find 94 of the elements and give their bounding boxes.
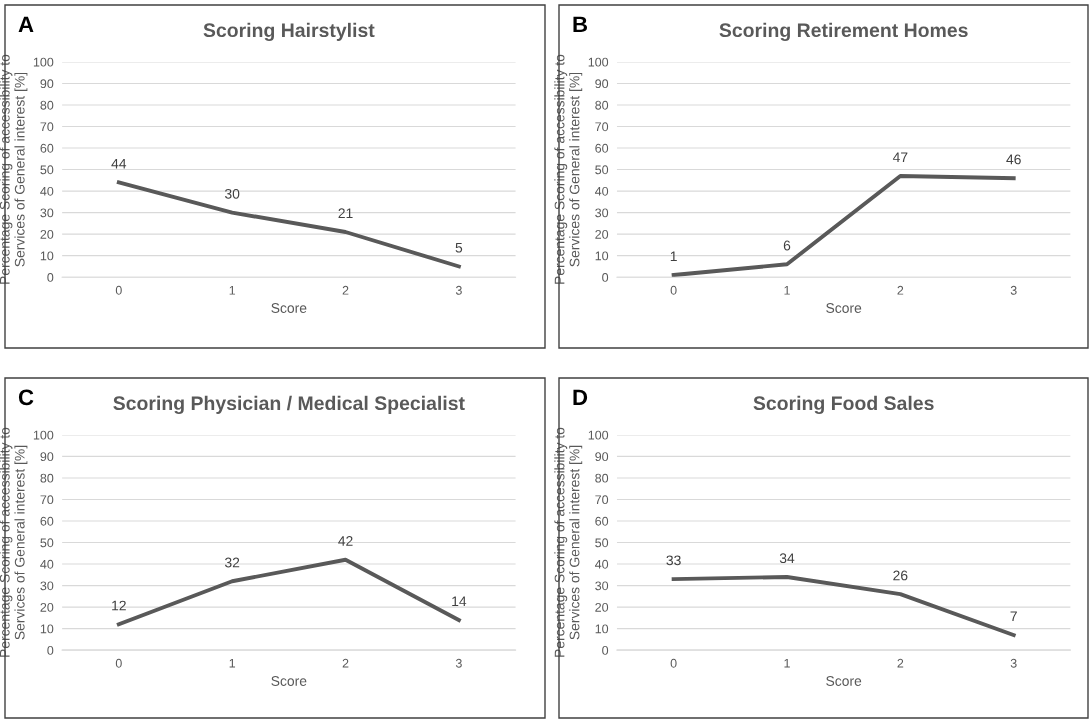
data-label: 30 [224, 188, 240, 199]
data-label: 5 [455, 242, 463, 253]
y-tick-label: 50 [40, 538, 54, 548]
data-label: 44 [111, 158, 127, 169]
y-axis-title: Percentage Scoring of accessibility to Services of General interest [%] [0, 427, 28, 657]
y-tick-label: 10 [595, 251, 609, 261]
chart-title: Scoring Food Sales [753, 395, 934, 414]
x-axis-title: Score [826, 676, 862, 686]
x-axis-title: Score [271, 676, 307, 686]
chart-title: Scoring Hairstylist [203, 22, 375, 42]
text: D [573, 389, 588, 405]
x-tick-label: 3 [1010, 658, 1017, 668]
y-tick-label: 20 [595, 229, 609, 239]
y-tick-label: 100 [588, 430, 609, 440]
y-tick-label: 60 [595, 516, 609, 526]
x-tick-label: 2 [342, 658, 349, 668]
text: C [18, 389, 34, 406]
x-tick-label: 2 [897, 658, 904, 668]
data-label: 33 [666, 555, 681, 566]
y-tick-label: 50 [595, 538, 609, 548]
y-tick-label: 50 [40, 165, 54, 175]
data-label: 14 [452, 596, 467, 607]
y-tick-label: 70 [595, 122, 609, 132]
data-label: 7 [1010, 611, 1017, 622]
y-tick-label: 80 [40, 100, 54, 110]
y-tick-label: 40 [40, 186, 54, 196]
text: A [18, 16, 34, 32]
chart-title: Scoring Physician / Medical Specialist [113, 395, 465, 414]
y-tick-label: 60 [40, 516, 54, 526]
y-tick-label: 20 [40, 229, 54, 239]
data-label: 47 [892, 152, 908, 163]
y-tick-label: 60 [595, 143, 609, 153]
y-tick-label: 80 [595, 100, 609, 110]
x-tick-label: 1 [784, 285, 790, 295]
x-tick-label: 3 [455, 285, 462, 295]
x-tick-label: 2 [897, 285, 904, 295]
y-tick-label: 50 [595, 165, 609, 175]
y-tick-label: 100 [33, 430, 54, 440]
data-label: 12 [112, 600, 126, 611]
text: B [573, 16, 588, 32]
x-axis-title: Score [826, 303, 862, 313]
y-tick-label: 70 [40, 495, 54, 505]
y-tick-label: 70 [40, 122, 54, 132]
y-tick-label: 100 [588, 57, 609, 67]
line-series [116, 180, 461, 269]
y-tick-label: 30 [595, 581, 609, 591]
y-tick-label: 90 [40, 452, 54, 462]
y-tick-label: 90 [595, 79, 609, 89]
y-tick-label: 80 [595, 473, 609, 483]
data-label: 6 [783, 240, 791, 251]
y-tick-label: 70 [595, 495, 609, 505]
x-tick-label: 0 [115, 285, 122, 295]
line-series [671, 174, 1016, 277]
x-tick-label: 1 [784, 658, 790, 668]
data-label: 21 [338, 208, 353, 218]
data-label: 1 [670, 251, 677, 262]
y-axis-title: Percentage Scoring of accessibility to Services of General interest [%] [554, 427, 583, 657]
y-tick-label: 0 [602, 645, 609, 655]
y-tick-label: 0 [47, 273, 54, 282]
x-tick-label: 0 [115, 658, 122, 668]
y-tick-label: 30 [40, 581, 54, 591]
y-axis-title: Percentage Scoring of accessibility to Services of General interest [%] [0, 54, 28, 284]
y-tick-label: 90 [40, 79, 54, 89]
y-tick-label: 10 [595, 624, 609, 634]
y-tick-label: 40 [594, 559, 609, 569]
data-label: 42 [338, 536, 353, 546]
y-tick-label: 30 [40, 208, 54, 218]
y-tick-label: 100 [33, 57, 54, 67]
x-tick-label: 3 [455, 658, 462, 668]
y-tick-label: 90 [595, 452, 609, 462]
y-tick-label: 10 [40, 624, 54, 634]
data-label: 34 [779, 553, 795, 564]
data-label: 32 [224, 557, 240, 568]
y-tick-label: 20 [595, 602, 609, 612]
y-tick-label: 40 [40, 559, 54, 569]
x-axis-title: Score [271, 303, 307, 313]
x-tick-label: 3 [1010, 285, 1017, 295]
x-tick-label: 1 [229, 285, 236, 295]
y-tick-label: 60 [40, 143, 54, 153]
y-tick-label: 20 [40, 602, 54, 612]
y-tick-label: 0 [47, 645, 54, 655]
x-tick-label: 0 [670, 658, 677, 668]
chart-title: Scoring Retirement Homes [719, 22, 968, 42]
x-tick-label: 0 [670, 285, 677, 295]
y-tick-label: 40 [594, 186, 609, 196]
x-tick-label: 2 [342, 285, 349, 295]
y-tick-label: 10 [40, 251, 54, 261]
y-tick-label: 0 [602, 273, 609, 282]
y-axis-title: Percentage Scoring of accessibility to Services of General interest [%] [554, 54, 583, 284]
y-tick-label: 80 [40, 473, 54, 483]
data-label: 26 [893, 570, 908, 581]
data-label: 46 [1006, 154, 1021, 165]
y-tick-label: 30 [595, 208, 609, 218]
x-tick-label: 1 [229, 658, 236, 668]
